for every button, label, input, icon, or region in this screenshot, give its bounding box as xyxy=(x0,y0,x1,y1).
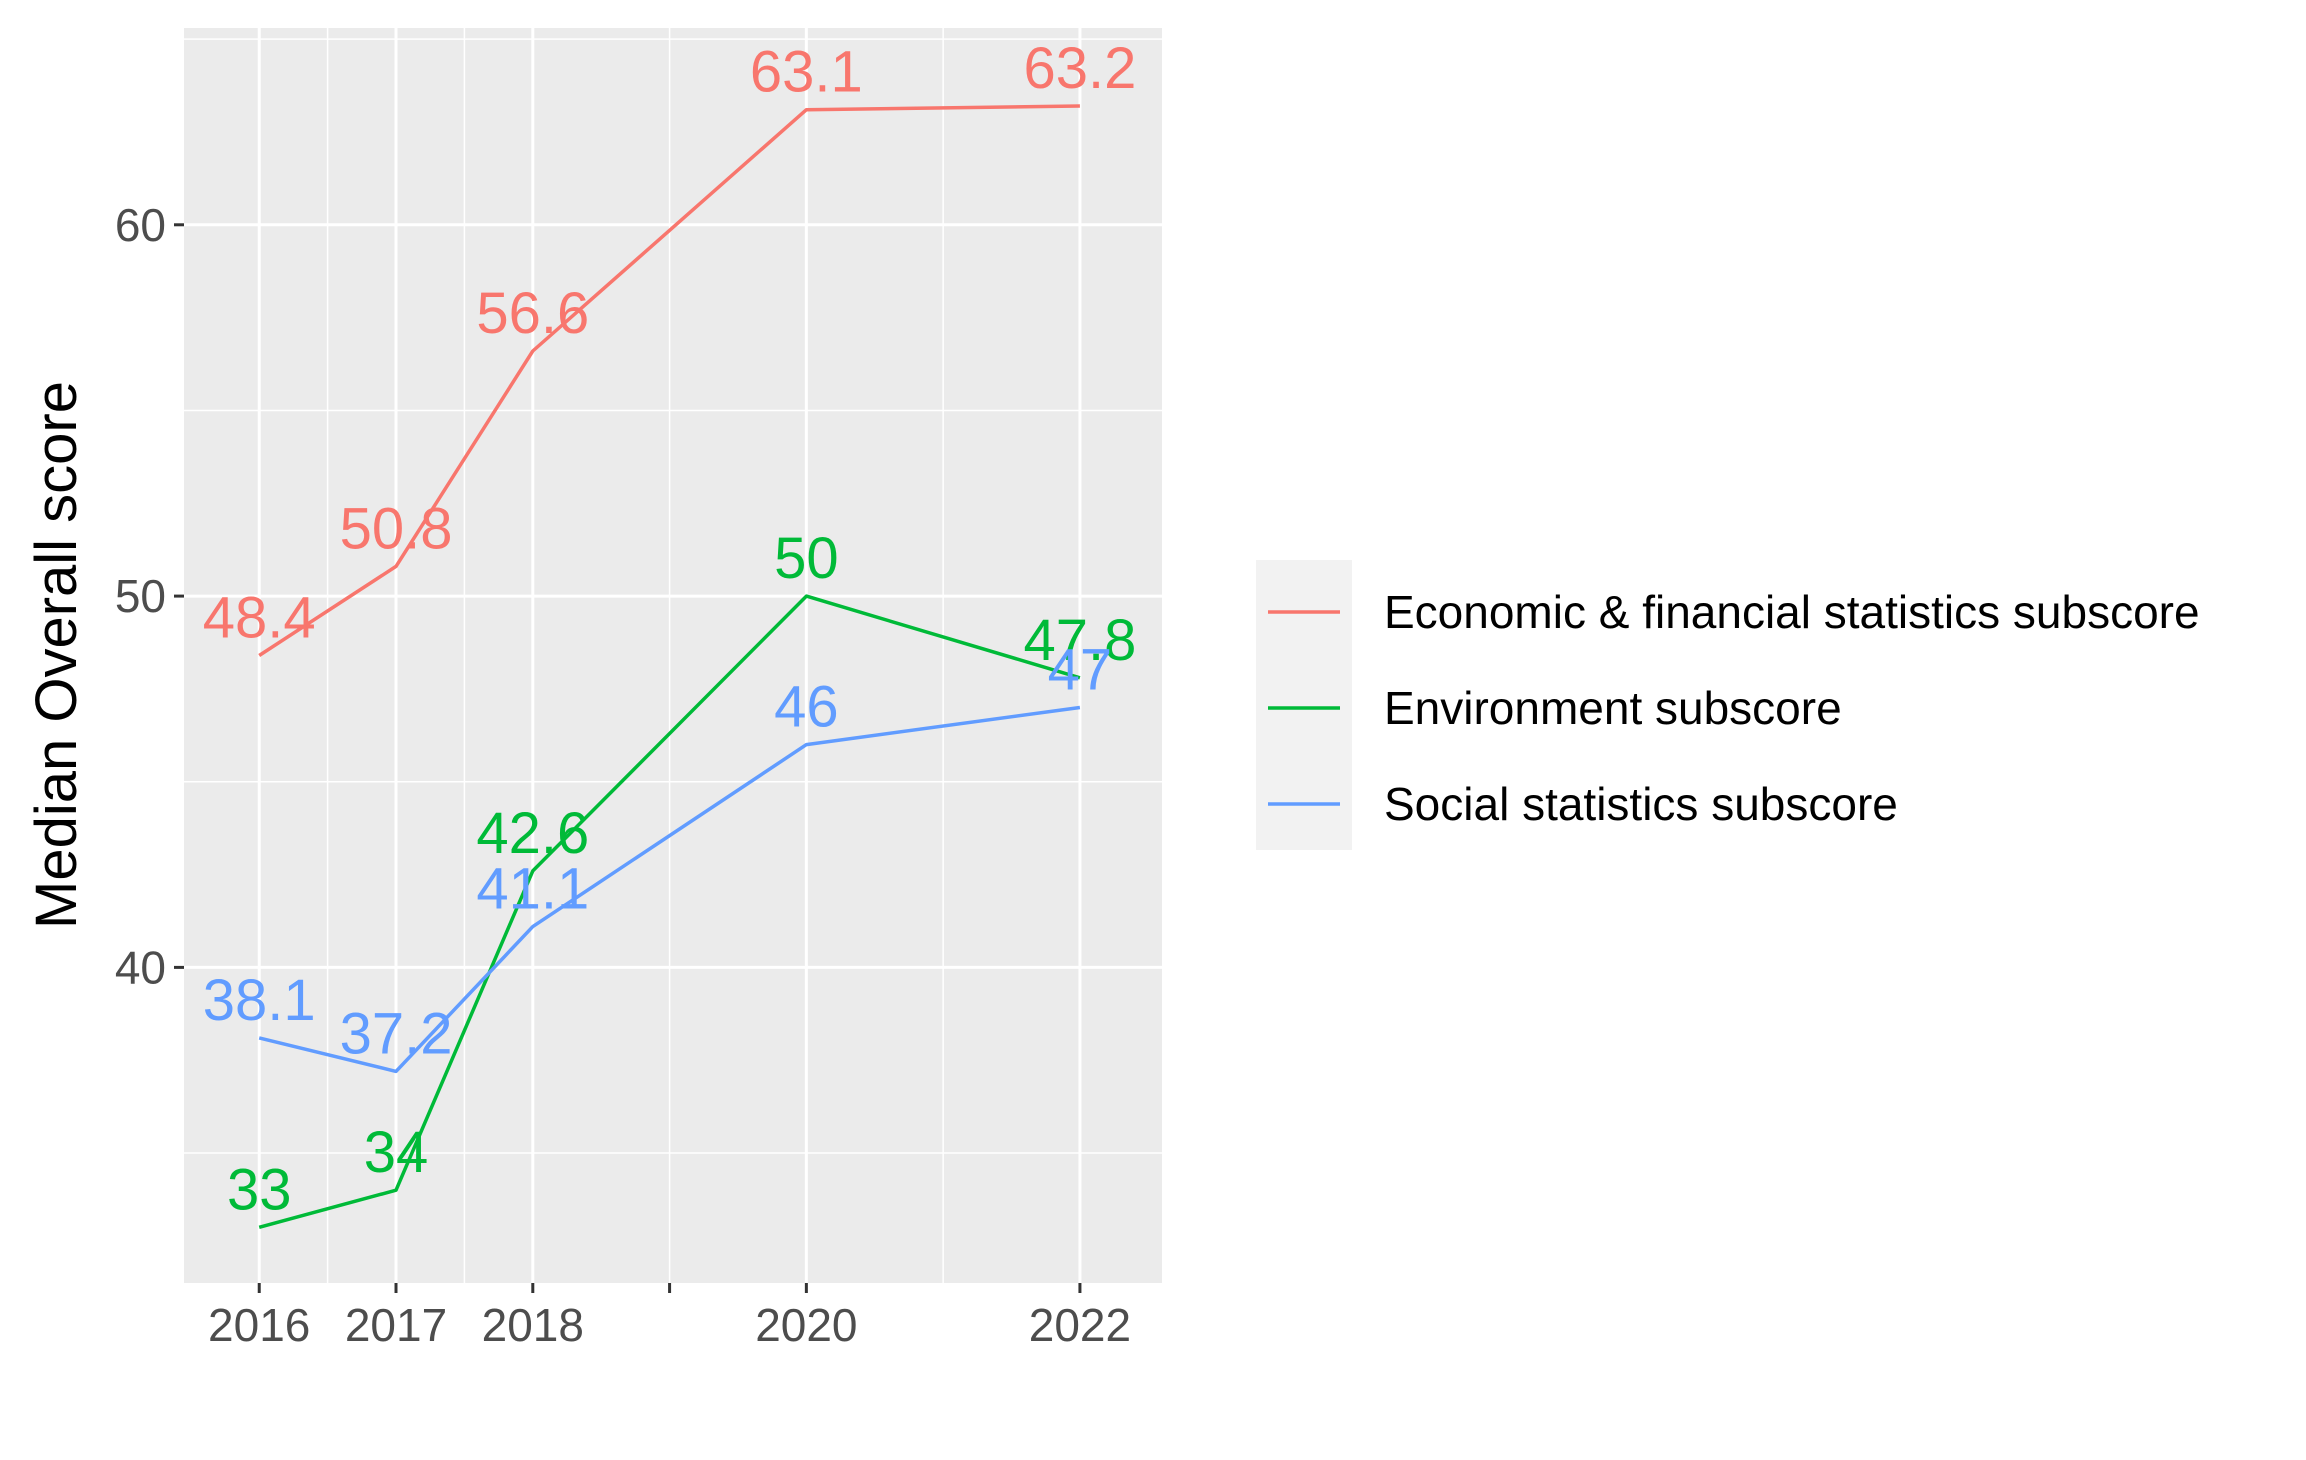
data-label: 41.1 xyxy=(476,857,589,922)
data-label: 50.8 xyxy=(340,496,453,561)
legend: Economic & financial statistics subscore… xyxy=(1256,560,2200,850)
data-labels: 48.4 50.8 56.6 63.1 63.2 33 34 42.6 50 47.8 38.1 37… xyxy=(203,36,1137,1222)
data-label: 56.6 xyxy=(476,281,589,346)
data-label: 63.2 xyxy=(1023,36,1136,101)
data-label: 63.1 xyxy=(750,40,863,105)
y-tick-label: 50 xyxy=(115,570,166,622)
x-tick-label: 2020 xyxy=(755,1299,857,1351)
data-label: 47 xyxy=(1048,637,1113,702)
data-label: 47.8 xyxy=(1023,608,1136,673)
series-line-1 xyxy=(258,594,1081,1229)
data-label: 42.6 xyxy=(476,801,589,866)
major-gridlines xyxy=(184,28,1162,1283)
minor-gridlines xyxy=(184,28,1162,1283)
data-label: 50 xyxy=(774,526,839,591)
x-tick-label: 2018 xyxy=(482,1299,584,1351)
series-line-2 xyxy=(258,705,1081,1074)
series-line-0 xyxy=(258,104,1080,657)
x-tick-label: 2016 xyxy=(208,1299,310,1351)
y-tick-label: 60 xyxy=(115,199,166,251)
data-label: 33 xyxy=(227,1157,292,1222)
data-label: 37.2 xyxy=(340,1001,453,1066)
axes: 40 50 60 2016 2017 2018 2020 2022 xyxy=(115,199,1131,1351)
y-tick-label: 40 xyxy=(115,941,166,993)
y-axis-title: Median Overall score xyxy=(24,381,89,929)
legend-entry-label: Social statistics subscore xyxy=(1384,778,1898,830)
data-label: 48.4 xyxy=(203,586,316,651)
plot-panel xyxy=(184,28,1162,1283)
x-tick-label: 2017 xyxy=(345,1299,447,1351)
legend-key-background xyxy=(1256,560,1352,850)
data-label: 46 xyxy=(774,675,839,740)
series-lines xyxy=(258,104,1081,1229)
data-label: 38.1 xyxy=(203,968,316,1033)
legend-entry-label: Economic & financial statistics subscore xyxy=(1384,586,2200,638)
data-label: 34 xyxy=(364,1120,429,1185)
x-tick-label: 2022 xyxy=(1029,1299,1131,1351)
legend-entry-label: Environment subscore xyxy=(1384,682,1842,734)
